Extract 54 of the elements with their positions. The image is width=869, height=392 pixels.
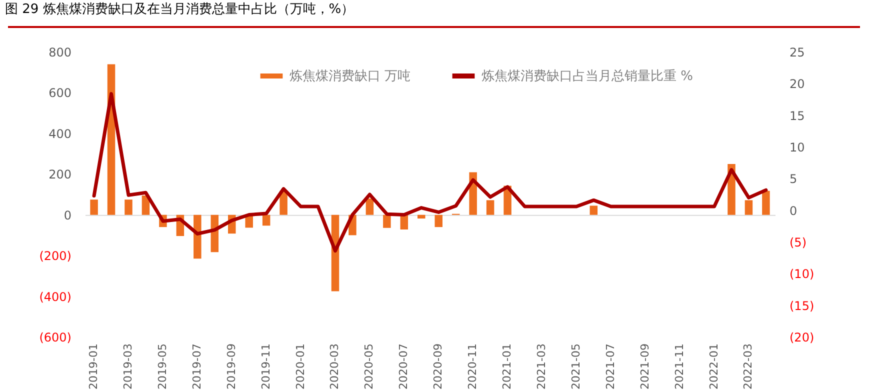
y-tick-label: (400): [39, 290, 72, 304]
y-tick-label: (200): [39, 249, 72, 264]
y-tick-label: (600): [39, 330, 72, 344]
x-tick-label: 2019-11: [259, 344, 272, 390]
bar: [434, 214, 442, 228]
y2-tick-label: 5: [790, 172, 798, 186]
y2-tick-label: 15: [790, 108, 805, 123]
bar: [383, 214, 391, 228]
y-tick-label: 800: [48, 46, 72, 60]
x-tick-label: 2020-11: [466, 344, 480, 390]
x-tick-label: 2021-03: [534, 344, 548, 390]
y2-tick-label: 20: [790, 77, 805, 92]
x-tick-label: 2020-09: [432, 344, 445, 390]
x-tick-label: 2019-07: [190, 344, 204, 390]
x-tick-label: 2021-05: [569, 344, 582, 390]
bar: [194, 214, 202, 259]
x-tick-label: 2020-03: [328, 344, 342, 390]
y2-tick-label: 25: [790, 46, 805, 60]
y2-tick-label: 10: [790, 140, 805, 154]
legend-label: 炼焦煤消费缺口 万吨: [290, 69, 411, 84]
x-tick-label: 2022-03: [742, 344, 755, 390]
x-tick-label: 2021-01: [500, 344, 514, 390]
x-tick-label: 2019-03: [122, 344, 134, 390]
x-tick-label: 2021-07: [604, 344, 617, 390]
x-tick-label: 2020-07: [397, 344, 410, 390]
y2-tick-label: (10): [790, 267, 814, 282]
bar: [262, 214, 270, 226]
bar: [366, 198, 374, 215]
bar: [762, 190, 770, 215]
y2-tick-label: (5): [790, 236, 806, 250]
bar: [124, 200, 132, 215]
bar: [486, 200, 494, 215]
x-tick-label: 2020-01: [294, 344, 307, 390]
legend-label: 炼焦煤消费缺口占当月总销量比重 %: [482, 69, 693, 84]
x-tick-label: 2022-01: [707, 344, 720, 390]
bar: [90, 200, 98, 215]
x-tick-label: 2019-01: [87, 344, 100, 390]
y2-tick-label: 0: [790, 204, 798, 218]
x-tick-label: 2021-09: [638, 344, 652, 390]
bar: [744, 200, 753, 215]
bar: [418, 214, 426, 219]
line-series: [92, 92, 768, 253]
x-tick-label: 2019-09: [224, 344, 238, 390]
x-tick-label: 2019-05: [156, 344, 169, 390]
x-tick-label: 2020-05: [362, 344, 376, 390]
y-tick-label: 600: [48, 86, 72, 100]
y-tick-label: 200: [48, 168, 72, 182]
x-tick-label: 2021-11: [672, 344, 686, 390]
y2-tick-label: (20): [790, 330, 814, 344]
chart-title: 图 29 炼焦煤消费缺口及在当月消费总量中占比（万吨，%）: [5, 2, 354, 17]
y2-tick-label: (15): [790, 298, 814, 313]
y-tick-label: 0: [64, 208, 72, 222]
bar: [590, 206, 598, 215]
y-tick-label: 400: [48, 126, 72, 141]
